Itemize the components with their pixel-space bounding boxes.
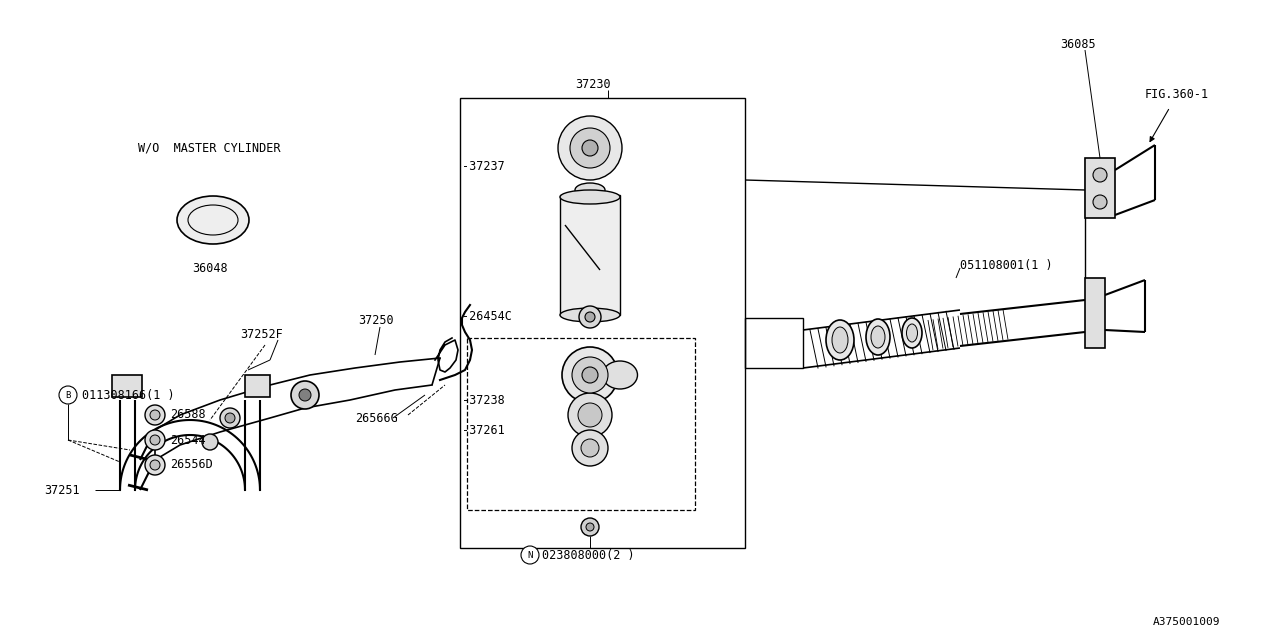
- Text: -37238: -37238: [462, 394, 504, 406]
- Circle shape: [582, 367, 598, 383]
- Ellipse shape: [177, 196, 250, 244]
- Text: 26544: 26544: [170, 433, 206, 447]
- Ellipse shape: [826, 320, 854, 360]
- Ellipse shape: [561, 308, 620, 322]
- Circle shape: [59, 386, 77, 404]
- Text: 37251: 37251: [44, 483, 79, 497]
- Bar: [1085, 158, 1115, 218]
- Bar: [745, 318, 803, 368]
- Ellipse shape: [902, 318, 922, 348]
- Circle shape: [145, 405, 165, 425]
- Circle shape: [572, 430, 608, 466]
- Text: -37237: -37237: [462, 161, 504, 173]
- Text: W/O  MASTER CYLINDER: W/O MASTER CYLINDER: [138, 141, 280, 154]
- Text: A375001009: A375001009: [1152, 617, 1220, 627]
- Circle shape: [150, 435, 160, 445]
- Ellipse shape: [561, 190, 620, 204]
- Text: 36085: 36085: [1060, 38, 1096, 51]
- Text: 011308166(1 ): 011308166(1 ): [82, 388, 174, 401]
- Circle shape: [581, 439, 599, 457]
- Circle shape: [150, 460, 160, 470]
- Circle shape: [300, 389, 311, 401]
- Circle shape: [586, 523, 594, 531]
- Circle shape: [581, 518, 599, 536]
- Ellipse shape: [867, 319, 890, 355]
- Circle shape: [579, 403, 602, 427]
- Text: 26566G: 26566G: [355, 412, 398, 424]
- Text: 37252F: 37252F: [241, 328, 283, 342]
- Bar: [561, 195, 620, 315]
- Text: 051108001(1 ): 051108001(1 ): [960, 259, 1052, 271]
- Circle shape: [558, 116, 622, 180]
- Ellipse shape: [603, 361, 637, 389]
- Circle shape: [220, 408, 241, 428]
- Circle shape: [570, 128, 611, 168]
- Circle shape: [568, 393, 612, 437]
- Text: 023808000(2 ): 023808000(2 ): [541, 548, 635, 561]
- Circle shape: [150, 410, 160, 420]
- Bar: [1085, 278, 1105, 348]
- Ellipse shape: [870, 326, 884, 348]
- Bar: [113, 375, 142, 397]
- Text: B: B: [65, 390, 70, 399]
- Circle shape: [582, 140, 598, 156]
- Bar: [244, 375, 270, 397]
- Bar: [460, 98, 745, 548]
- Circle shape: [145, 430, 165, 450]
- Bar: [467, 338, 695, 510]
- Text: 26556D: 26556D: [170, 458, 212, 472]
- Circle shape: [1093, 168, 1107, 182]
- Text: FIG.360-1: FIG.360-1: [1146, 88, 1210, 102]
- Ellipse shape: [575, 183, 605, 197]
- Text: -26454C: -26454C: [462, 310, 512, 323]
- Text: 36048: 36048: [192, 262, 228, 275]
- Ellipse shape: [832, 327, 849, 353]
- Text: 37230: 37230: [575, 79, 611, 92]
- Circle shape: [585, 312, 595, 322]
- Ellipse shape: [906, 324, 918, 342]
- Circle shape: [202, 434, 218, 450]
- Circle shape: [521, 546, 539, 564]
- Circle shape: [145, 455, 165, 475]
- Circle shape: [225, 413, 236, 423]
- Text: -37261: -37261: [462, 424, 504, 436]
- Circle shape: [572, 357, 608, 393]
- Text: 37250: 37250: [358, 314, 394, 326]
- Circle shape: [1093, 195, 1107, 209]
- Text: 26588: 26588: [170, 408, 206, 422]
- Circle shape: [562, 347, 618, 403]
- Circle shape: [579, 306, 602, 328]
- Text: N: N: [527, 550, 532, 559]
- Circle shape: [291, 381, 319, 409]
